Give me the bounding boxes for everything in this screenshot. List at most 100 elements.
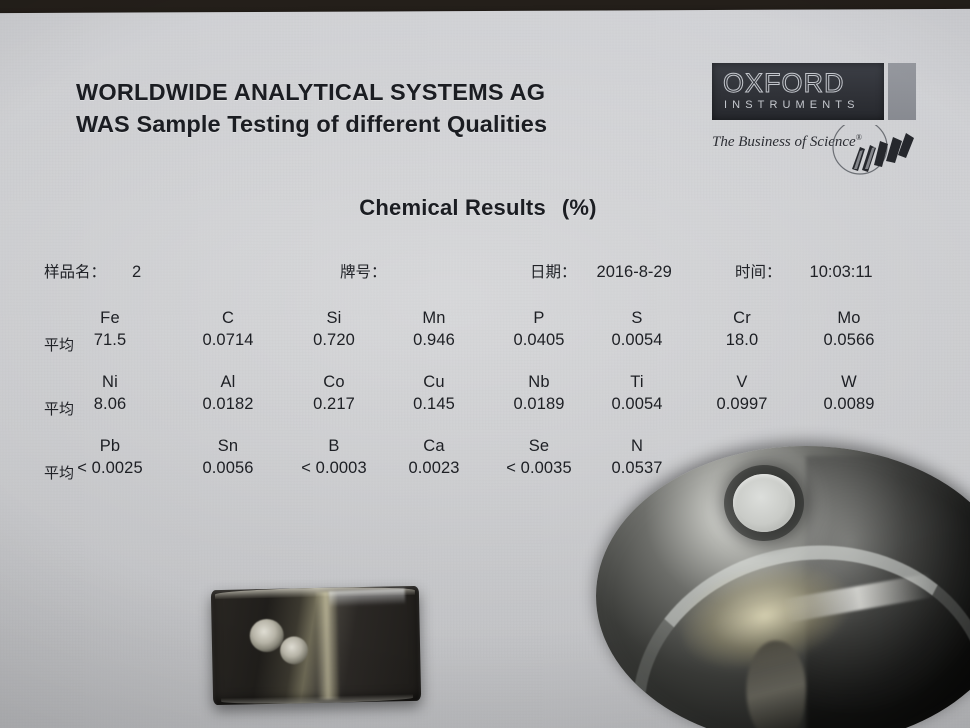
element-value: 0.946 <box>413 331 455 349</box>
result-cell: Ti 0.0054 <box>585 372 689 416</box>
page-title-unit: (%) <box>561 195 597 220</box>
element-value: 0.0566 <box>823 331 875 349</box>
result-cell: Fe 71.5 <box>58 308 162 352</box>
coupon-highlight-streak <box>314 591 340 700</box>
result-cell: Se < 0.0035 <box>487 436 591 480</box>
result-cell: P 0.0405 <box>487 308 591 352</box>
element-value: 0.0997 <box>716 395 768 413</box>
registered-mark-icon: ® <box>855 133 862 142</box>
element-value: 0.0023 <box>408 459 460 477</box>
result-cell: Sn 0.0056 <box>176 436 280 480</box>
result-cell: Cr 18.0 <box>690 308 794 352</box>
page-title-text: Chemical Results <box>359 195 546 220</box>
sample-name-label: 样品名： <box>44 263 107 281</box>
element-symbol: Mn <box>422 309 446 327</box>
element-value: 0.0405 <box>513 331 565 349</box>
element-symbol: Cu <box>423 373 445 391</box>
coupon-top-sheen <box>328 588 406 608</box>
result-cell: Nb 0.0189 <box>487 372 591 416</box>
element-symbol: Ca <box>423 437 445 455</box>
logo-dark-box: OXFORD INSTRUMENTS <box>712 63 884 120</box>
chrome-flange-part <box>596 446 970 728</box>
element-value: 0.0182 <box>202 395 254 413</box>
flange-outer-rim <box>596 446 970 728</box>
spark-burn-spot <box>279 636 309 665</box>
element-value: 0.0054 <box>611 331 663 349</box>
spark-burn-spot <box>249 618 285 653</box>
report-subtitle: WAS Sample Testing of different Qualitie… <box>76 111 548 137</box>
element-symbol: N <box>630 437 644 455</box>
element-symbol: B <box>328 437 340 455</box>
element-value: < 0.0003 <box>301 459 367 477</box>
logo-tagline: The Business of Science® <box>712 133 862 151</box>
element-value: 0.0056 <box>202 459 254 477</box>
result-cell: Ca 0.0023 <box>382 436 486 480</box>
element-symbol: S <box>631 309 643 327</box>
element-value: 0.0714 <box>202 331 254 349</box>
results-row: 平均 Pb < 0.0025 Sn 0.0056 B < 0.0003 Ca 0… <box>0 436 970 500</box>
element-value: 0.0189 <box>513 395 565 413</box>
result-cell: Cu 0.145 <box>382 372 486 416</box>
result-cell: Pb < 0.0025 <box>58 436 162 480</box>
element-symbol: V <box>736 373 748 391</box>
element-value: 0.0089 <box>823 395 875 413</box>
logo-wordmark: OXFORD <box>723 68 845 99</box>
element-symbol: C <box>221 309 235 327</box>
row-average-label: 平均 <box>44 400 75 418</box>
logo-side-block <box>888 63 916 120</box>
element-symbol: W <box>841 373 857 391</box>
time-field: 时间： 10:03:11 <box>735 260 873 282</box>
element-value: 0.0054 <box>611 395 663 413</box>
element-value: 18.0 <box>725 331 759 349</box>
result-cell: Ni 8.06 <box>58 372 162 416</box>
page-title: Chemical Results (%) <box>0 195 970 221</box>
oxford-instruments-logo: OXFORD INSTRUMENTS The Business of Scien… <box>712 63 916 181</box>
sample-name-value: 2 <box>132 263 142 281</box>
element-symbol: Si <box>326 309 342 327</box>
company-name: WORLDWIDE ANALYTICAL SYSTEMS AG <box>76 79 546 105</box>
row-average-label: 平均 <box>44 464 75 482</box>
result-cell: Mo 0.0566 <box>797 308 901 352</box>
element-symbol: Sn <box>217 437 239 455</box>
element-symbol: P <box>533 309 545 327</box>
element-value: < 0.0035 <box>506 459 572 477</box>
results-row: 平均 Ni 8.06 Al 0.0182 Co 0.217 Cu 0.145 <box>0 372 970 436</box>
element-symbol: Mo <box>837 309 861 327</box>
element-value: 71.5 <box>93 331 127 349</box>
time-label: 时间： <box>735 263 782 281</box>
result-cell: V 0.0997 <box>690 372 794 416</box>
date-label: 日期： <box>530 263 577 281</box>
logo-subtitle: INSTRUMENTS <box>724 99 860 111</box>
metadata-row: 样品名： 2 牌号： 日期： 2016-8-29 时间： 10:03:11 <box>0 260 970 282</box>
result-cell: Si 0.720 <box>282 308 386 352</box>
logo-tagline-text: The Business of Science <box>712 134 856 150</box>
result-cell: W 0.0089 <box>797 372 901 416</box>
grade-field: 牌号： <box>340 260 387 282</box>
element-symbol: Se <box>528 437 550 455</box>
element-value: 0.145 <box>413 395 455 413</box>
sample-name-field: 样品名： 2 <box>44 260 141 282</box>
results-row: 平均 Fe 71.5 C 0.0714 Si 0.720 Mn 0.946 <box>0 308 970 372</box>
element-symbol: Nb <box>528 373 550 391</box>
element-value: 0.720 <box>313 331 355 349</box>
result-cell: C 0.0714 <box>176 308 280 352</box>
result-cell: S 0.0054 <box>585 308 689 352</box>
element-value: 0.217 <box>313 395 355 413</box>
row-average-label: 平均 <box>44 336 75 354</box>
date-value: 2016-8-29 <box>596 263 672 281</box>
element-symbol: Ni <box>102 373 118 391</box>
element-symbol: Fe <box>100 309 120 327</box>
result-cell: N 0.0537 <box>585 436 689 480</box>
results-grid: 平均 Fe 71.5 C 0.0714 Si 0.720 Mn 0.946 <box>0 308 970 500</box>
time-value: 10:03:11 <box>809 263 873 281</box>
metal-sample-coupon <box>210 585 422 706</box>
result-cell: Co 0.217 <box>282 372 386 416</box>
date-field: 日期： 2016-8-29 <box>530 260 672 282</box>
element-symbol: Al <box>220 373 236 391</box>
was-circular-mark-icon <box>832 125 914 175</box>
element-value: 8.06 <box>93 395 127 413</box>
element-symbol: Cr <box>733 309 751 327</box>
report-header: WORLDWIDE ANALYTICAL SYSTEMS AG WAS Samp… <box>76 76 547 140</box>
result-cell: Mn 0.946 <box>382 308 486 352</box>
